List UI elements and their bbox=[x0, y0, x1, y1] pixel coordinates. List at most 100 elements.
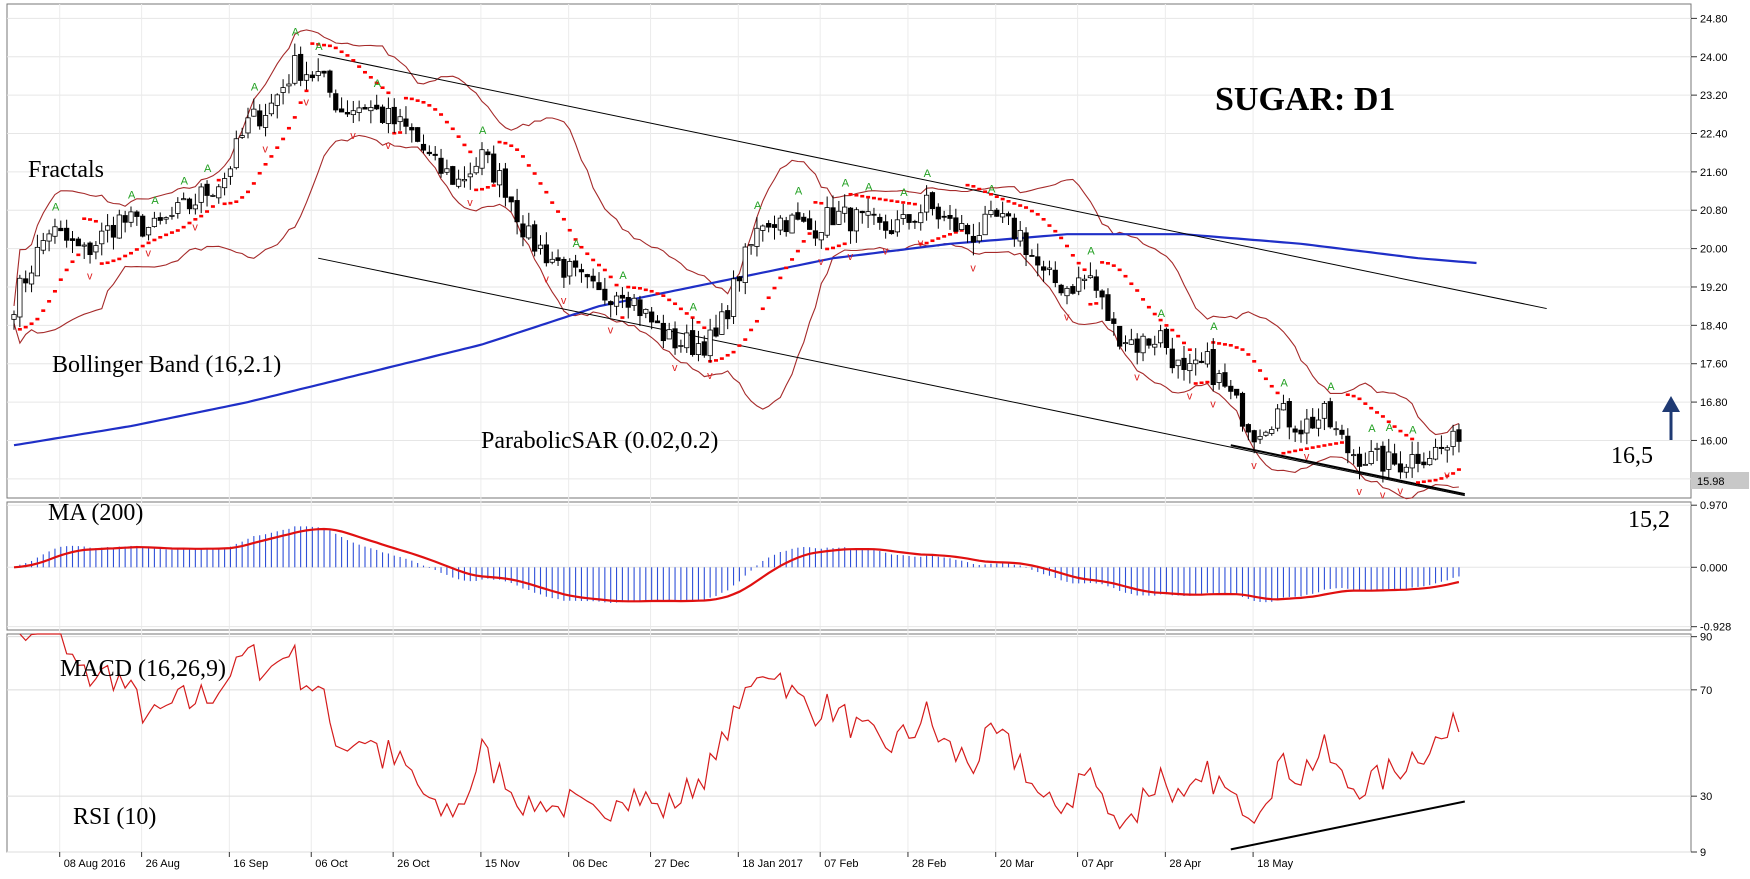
candle-body bbox=[1041, 266, 1047, 271]
parabolic-sar-dot bbox=[1035, 213, 1040, 216]
time-tick-label: 08 Aug 2016 bbox=[64, 858, 126, 870]
trend-channel-line bbox=[1230, 444, 1466, 496]
fractals-label: Fractals bbox=[28, 157, 104, 183]
candle-body bbox=[801, 216, 807, 222]
time-tick-label: 26 Oct bbox=[397, 858, 429, 870]
candle-body bbox=[666, 329, 672, 340]
parabolic-sar-dot bbox=[825, 247, 830, 251]
candle-body bbox=[227, 168, 234, 177]
fractal-up-marker: A bbox=[690, 301, 698, 313]
price-tick-label: 24.80 bbox=[1700, 13, 1728, 25]
parabolic-sar-dot bbox=[1439, 477, 1444, 480]
candle-body bbox=[730, 278, 737, 317]
parabolic-sar-dot bbox=[684, 312, 689, 315]
price-tick-label: 17.60 bbox=[1700, 359, 1728, 371]
parabolic-sar-dot bbox=[602, 268, 607, 272]
parabolic-sar-dot bbox=[983, 190, 988, 194]
parabolic-sar-dot bbox=[1258, 369, 1263, 372]
candle-body bbox=[1070, 286, 1076, 294]
level-label-lower: 15,2 bbox=[1628, 507, 1670, 533]
parabolic-sar-dot bbox=[392, 131, 397, 135]
parabolic-sar-dot bbox=[918, 242, 923, 246]
parabolic-sar-dot bbox=[386, 91, 391, 95]
parabolic-sar-dot bbox=[93, 219, 98, 223]
candle-body bbox=[485, 151, 491, 156]
candle-body bbox=[1304, 418, 1310, 434]
fractal-down-marker: v bbox=[543, 273, 549, 285]
candle-body bbox=[959, 223, 965, 231]
candle-body bbox=[1187, 363, 1193, 372]
candle-body bbox=[17, 277, 23, 318]
candle-body bbox=[1087, 275, 1093, 279]
candle-body bbox=[982, 213, 988, 236]
candle-body bbox=[1269, 429, 1275, 434]
parabolic-sar-dot bbox=[1334, 442, 1339, 445]
candle-body bbox=[1438, 446, 1444, 449]
parabolic-sar-dot bbox=[304, 89, 309, 93]
price-panel bbox=[6, 3, 1692, 499]
candle-body bbox=[186, 198, 193, 210]
parabolic-sar-dot bbox=[234, 200, 239, 203]
parabolic-sar-dot bbox=[47, 300, 52, 303]
parabolic-sar-dot bbox=[1281, 451, 1286, 455]
fractal-down-marker: v bbox=[1251, 460, 1257, 472]
parabolic-sar-dot bbox=[421, 101, 426, 104]
candle-body bbox=[81, 244, 87, 247]
candle-body bbox=[1239, 392, 1246, 427]
candle-body bbox=[713, 327, 719, 337]
time-tick-label: 20 Mar bbox=[1000, 858, 1035, 870]
candle-body bbox=[994, 209, 1000, 217]
time-tick-label: 16 Sep bbox=[233, 858, 268, 870]
candle-body bbox=[1251, 430, 1257, 443]
candle-body bbox=[777, 217, 783, 231]
parabolic-sar-dot bbox=[275, 146, 280, 149]
candle-body bbox=[93, 245, 99, 253]
candle-body bbox=[1181, 357, 1187, 370]
parabolic-sar-dot bbox=[485, 186, 490, 189]
parabolic-sar-dot bbox=[444, 120, 449, 124]
candle-body bbox=[1105, 294, 1111, 321]
bollinger-lower-line bbox=[13, 134, 1459, 500]
fractal-down-marker: v bbox=[467, 197, 473, 209]
rsi-label: RSI (10) bbox=[73, 804, 156, 830]
parabolic-sar-dot bbox=[1146, 305, 1151, 309]
candle-body bbox=[520, 223, 526, 238]
candle-body bbox=[374, 104, 380, 110]
parabolic-sar-dot bbox=[1310, 446, 1315, 449]
parabolic-sar-dot bbox=[702, 326, 707, 330]
parabolic-sar-dot bbox=[550, 201, 555, 204]
candle-body bbox=[1450, 430, 1456, 447]
candle-body bbox=[906, 214, 912, 223]
candle-body bbox=[900, 214, 906, 219]
time-tick-label: 18 May bbox=[1257, 858, 1294, 870]
candle-body bbox=[1427, 458, 1433, 466]
candle-body bbox=[257, 110, 263, 127]
candle-body bbox=[1023, 232, 1029, 256]
parabolic-sar-dot bbox=[772, 286, 777, 290]
parabolic-sar-dot bbox=[889, 199, 894, 203]
parabolic-sar-dot bbox=[88, 218, 93, 221]
fractal-up-marker: A bbox=[251, 82, 259, 94]
candle-body bbox=[1444, 447, 1450, 451]
parabolic-sar-dot bbox=[643, 288, 648, 292]
parabolic-sar-dot bbox=[152, 238, 157, 242]
candle-body bbox=[1327, 401, 1333, 428]
candle-body bbox=[426, 151, 432, 155]
parabolic-sar-dot bbox=[1380, 415, 1385, 418]
parabolic-sar-dot bbox=[661, 294, 666, 297]
parabolic-sar-dot bbox=[556, 210, 561, 213]
candle-body bbox=[157, 217, 163, 221]
parabolic-sar-dot bbox=[1456, 468, 1461, 471]
parabolic-sar-dot bbox=[725, 353, 730, 357]
candle-body bbox=[461, 179, 468, 182]
parabolic-sar-dot bbox=[146, 241, 151, 245]
parabolic-sar-dot bbox=[222, 202, 227, 206]
candle-body bbox=[210, 195, 216, 197]
macd-tick-label: 0.000 bbox=[1700, 562, 1728, 574]
fractal-up-marker: A bbox=[374, 78, 382, 90]
macd-tick-label: -0.928 bbox=[1700, 622, 1731, 634]
fractal-up-marker: A bbox=[1087, 245, 1095, 257]
candle-body bbox=[1081, 278, 1088, 281]
candle-body bbox=[789, 214, 795, 234]
